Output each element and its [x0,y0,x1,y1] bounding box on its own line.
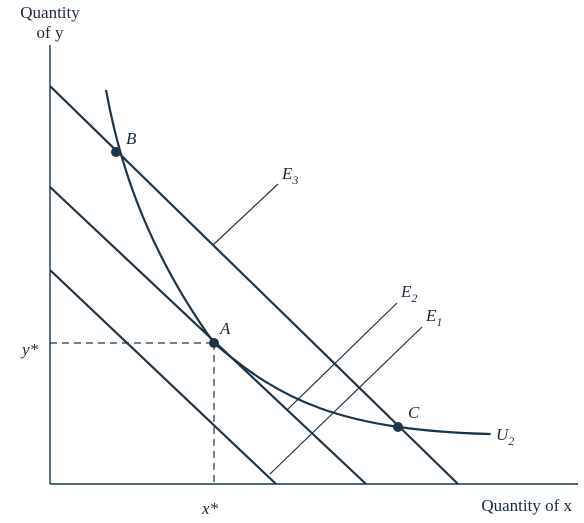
budget-line-e1 [49,269,277,485]
y-axis-label-line2-text: of y [37,23,64,42]
e2-leader-line [286,302,398,411]
y-axis-label-line2: of y [37,23,64,42]
u2-label-main: U [496,425,510,444]
y-axis-label-line1: Quantity [20,3,80,22]
x-axis-label: Quantity of x [481,496,572,515]
point-a-marker [209,338,219,348]
e3-label: E3 [281,164,298,187]
e3-leader-line [212,183,279,246]
x-star-label: x* [201,499,219,518]
e3-label-main: E [281,164,293,183]
e1-label-sub: 1 [436,315,442,329]
e1-leader-line [269,326,423,475]
e2-label-main: E [400,282,412,301]
u2-label-sub: 2 [508,434,514,448]
point-a-label: A [219,319,231,338]
e1-label-main: E [425,306,437,325]
point-b-label: B [126,129,137,148]
point-b-marker [111,147,121,157]
indifference-curve-u2 [104,89,491,436]
e3-label-sub: 3 [291,173,298,187]
e1-label: E1 [425,306,442,329]
point-c-label: C [408,403,420,422]
point-c-marker [393,422,403,432]
e2-label: E2 [400,282,417,305]
u2-label: U2 [496,425,514,448]
y-star-label: y* [20,340,39,359]
e2-label-sub: 2 [411,291,417,305]
